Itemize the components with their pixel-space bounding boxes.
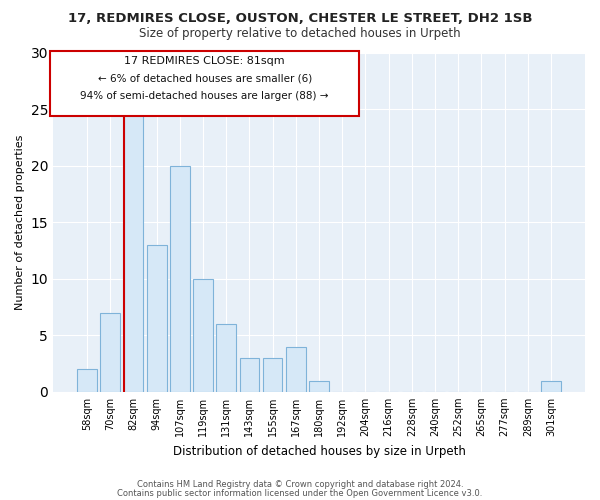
Y-axis label: Number of detached properties: Number of detached properties [15, 134, 25, 310]
FancyBboxPatch shape [50, 52, 359, 116]
Text: Contains HM Land Registry data © Crown copyright and database right 2024.: Contains HM Land Registry data © Crown c… [137, 480, 463, 489]
Text: 17 REDMIRES CLOSE: 81sqm: 17 REDMIRES CLOSE: 81sqm [124, 56, 285, 66]
Text: Contains public sector information licensed under the Open Government Licence v3: Contains public sector information licen… [118, 488, 482, 498]
Text: Size of property relative to detached houses in Urpeth: Size of property relative to detached ho… [139, 28, 461, 40]
Bar [239, 358, 259, 392]
Bar [263, 358, 283, 392]
Bar [147, 245, 167, 392]
X-axis label: Distribution of detached houses by size in Urpeth: Distribution of detached houses by size … [173, 444, 466, 458]
Text: 94% of semi-detached houses are larger (88) →: 94% of semi-detached houses are larger (… [80, 91, 329, 101]
Bar [309, 380, 329, 392]
Bar [100, 313, 120, 392]
Text: ← 6% of detached houses are smaller (6): ← 6% of detached houses are smaller (6) [98, 74, 312, 84]
Bar [217, 324, 236, 392]
Bar [286, 346, 305, 392]
Bar [541, 380, 561, 392]
Bar [124, 110, 143, 392]
Bar [77, 369, 97, 392]
Bar [170, 166, 190, 392]
Text: 17, REDMIRES CLOSE, OUSTON, CHESTER LE STREET, DH2 1SB: 17, REDMIRES CLOSE, OUSTON, CHESTER LE S… [68, 12, 532, 26]
Bar [193, 279, 213, 392]
